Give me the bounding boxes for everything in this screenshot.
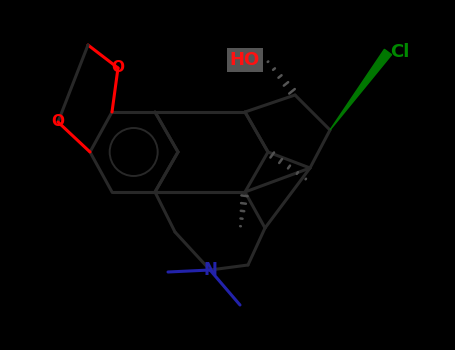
Text: O: O [51,114,65,130]
Text: N: N [203,261,217,279]
Polygon shape [330,49,392,130]
Text: HO: HO [230,51,260,69]
Text: O: O [111,61,125,76]
Text: Cl: Cl [390,43,410,61]
